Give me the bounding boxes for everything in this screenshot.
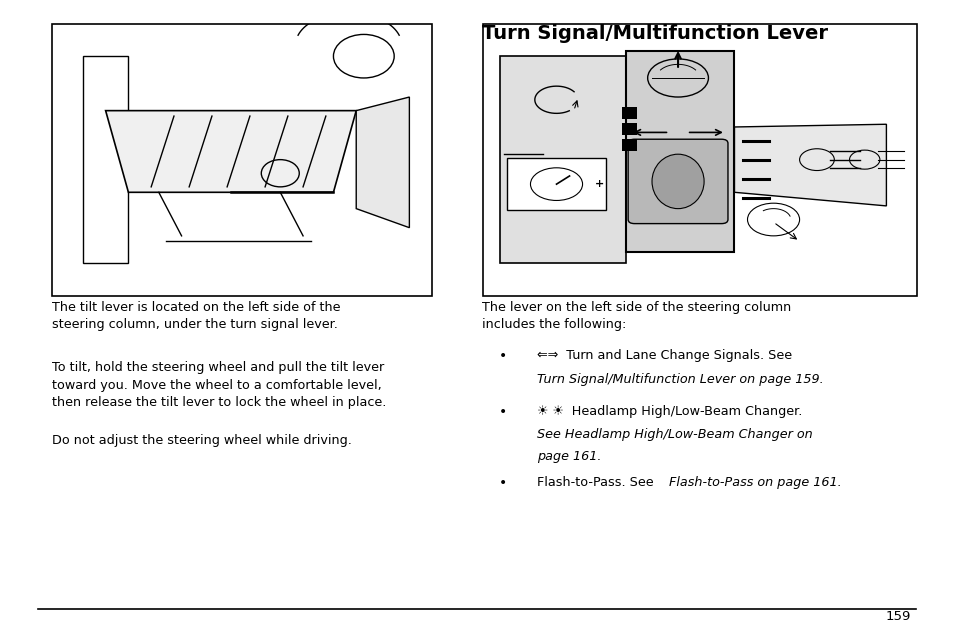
Text: The tilt lever is located on the left side of the
steering column, under the tur: The tilt lever is located on the left si…: [52, 301, 340, 331]
Text: Turn Signal/Multifunction Lever on page 159.: Turn Signal/Multifunction Lever on page …: [537, 373, 822, 386]
Text: 159: 159: [884, 611, 910, 623]
Text: Do not adjust the steering wheel while driving.: Do not adjust the steering wheel while d…: [52, 434, 352, 446]
Text: •: •: [498, 476, 507, 490]
Text: •: •: [498, 349, 507, 363]
Text: Turn Signal/Multifunction Lever: Turn Signal/Multifunction Lever: [481, 24, 827, 43]
Text: Flash-to-Pass on page 161.: Flash-to-Pass on page 161.: [668, 476, 841, 488]
Text: See Headlamp High/Low-Beam Changer on: See Headlamp High/Low-Beam Changer on: [537, 428, 812, 441]
Text: page 161.: page 161.: [537, 450, 600, 463]
Bar: [482, 24, 916, 296]
Bar: [52, 24, 432, 296]
Text: ☀ ☀  Headlamp High/Low-Beam Changer.: ☀ ☀ Headlamp High/Low-Beam Changer.: [537, 405, 801, 418]
Text: ⇐⇒  Turn and Lane Change Signals. See: ⇐⇒ Turn and Lane Change Signals. See: [537, 349, 791, 361]
Text: To tilt, hold the steering wheel and pull the tilt lever
toward you. Move the wh: To tilt, hold the steering wheel and pul…: [52, 361, 386, 409]
Text: Flash-to-Pass. See: Flash-to-Pass. See: [537, 476, 657, 488]
Text: The lever on the left side of the steering column
includes the following:: The lever on the left side of the steeri…: [481, 301, 790, 331]
Text: •: •: [498, 405, 507, 419]
